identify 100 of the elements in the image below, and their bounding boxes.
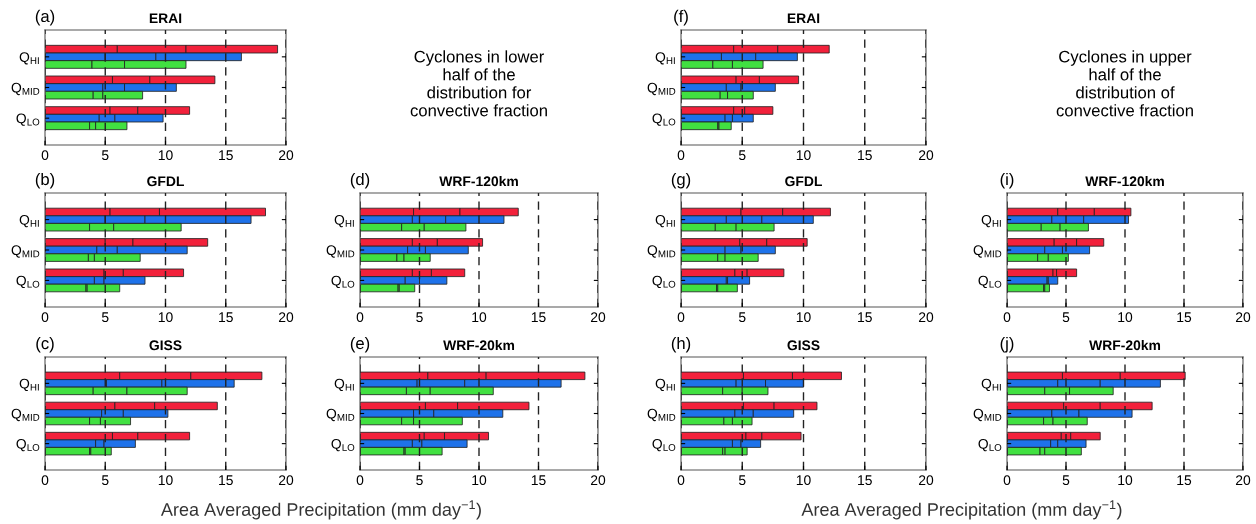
y-tick-label: Q$_{MID}$ <box>973 245 1002 258</box>
y-tick-label: Q$_{HI}$ <box>981 214 1001 228</box>
y-tick-label: Q$_{HI}$ <box>334 378 354 391</box>
x-tick-label: 15 <box>858 150 872 161</box>
x-tick-label: 20 <box>1235 475 1251 486</box>
x-tick-label: 20 <box>590 475 606 486</box>
x-tick-label: 15 <box>219 150 233 161</box>
x-tick-label: 5 <box>738 150 746 161</box>
x-tick-label: 5 <box>416 312 423 323</box>
x-tick-label: 15 <box>1177 312 1192 323</box>
x-tick-label: 10 <box>1118 475 1133 486</box>
x-tick-label: 0 <box>677 475 685 486</box>
y-tick-label: Q$_{LO}$ <box>978 275 1002 289</box>
chart-title: WRF-20km <box>443 339 515 351</box>
x-tick-label: 10 <box>796 475 811 486</box>
x-tick-label: 20 <box>918 475 934 486</box>
x-tick-label: 20 <box>278 475 294 486</box>
x-tick-label: 15 <box>531 312 546 323</box>
text: (d) <box>350 172 370 189</box>
x-tick-label: 5 <box>1062 475 1070 486</box>
text: (a) <box>35 9 55 26</box>
x-tick-label: 10 <box>158 475 173 486</box>
y-tick-label: Q$_{MID}$ <box>973 408 1002 422</box>
x-tick-label: 5 <box>101 312 109 323</box>
x-tick-label: 15 <box>1177 475 1192 486</box>
text: Cyclones in lower half of the distribution for convective fraction <box>410 50 547 117</box>
x-tick-label: 10 <box>796 312 811 323</box>
x-tick-label: 10 <box>472 475 487 486</box>
x-tick-label: 20 <box>278 312 294 323</box>
y-tick-label: Q$_{HI}$ <box>655 378 675 391</box>
y-tick-label: Q$_{LO}$ <box>16 275 40 289</box>
text: Cyclones in upper half of the distribution of convective fraction <box>1056 50 1193 117</box>
text: (e) <box>350 336 370 353</box>
y-tick-label: Q$_{LO}$ <box>16 113 40 126</box>
x-tick-label: 0 <box>356 475 364 486</box>
y-tick-label: Q$_{HI}$ <box>19 52 39 65</box>
x-tick-label: 0 <box>677 312 685 323</box>
y-tick-label: Q$_{HI}$ <box>19 378 39 391</box>
x-axis-title: Area Averaged Precipitation (mm day$^{−1}$) <box>160 500 481 520</box>
chart-title: WRF-120km <box>1085 175 1164 187</box>
y-tick-label: Q$_{HI}$ <box>981 378 1001 391</box>
x-tick-label: 5 <box>738 312 746 323</box>
x-tick-label: 0 <box>356 312 364 323</box>
text: (g) <box>671 172 691 189</box>
y-tick-label: Q$_{LO}$ <box>652 275 676 289</box>
chart-title: WRF-120km <box>439 175 518 187</box>
y-tick-label: Q$_{LO}$ <box>331 275 355 289</box>
x-tick-label: 10 <box>1118 312 1133 323</box>
x-tick-label: 10 <box>796 150 811 161</box>
y-tick-label: Q$_{HI}$ <box>334 214 354 228</box>
y-tick-label: Q$_{MID}$ <box>326 245 355 258</box>
chart-title: ERAI <box>787 13 820 24</box>
text: (h) <box>671 336 691 353</box>
x-tick-label: 0 <box>41 312 49 323</box>
x-axis-title: Area Averaged Precipitation (mm day$^{−1}$) <box>801 500 1122 520</box>
chart-title: GISS <box>787 340 820 351</box>
chart-title: GISS <box>149 340 182 351</box>
y-tick-label: Q$_{LO}$ <box>331 438 355 452</box>
x-tick-label: 10 <box>158 312 173 323</box>
y-tick-label: Q$_{HI}$ <box>655 214 675 228</box>
y-tick-label: Q$_{LO}$ <box>978 438 1002 452</box>
text: (c) <box>36 336 54 353</box>
text: (i) <box>1000 172 1014 189</box>
y-tick-label: Q$_{MID}$ <box>11 245 40 258</box>
chart-title: ERAI <box>149 13 182 24</box>
x-tick-label: 15 <box>219 312 233 323</box>
x-tick-label: 15 <box>219 475 233 486</box>
x-tick-label: 20 <box>590 312 606 323</box>
y-tick-label: Q$_{HI}$ <box>19 214 39 228</box>
text: (j) <box>1000 336 1014 353</box>
x-tick-label: 15 <box>858 312 872 323</box>
x-tick-label: 15 <box>858 475 872 486</box>
x-tick-label: 20 <box>918 150 934 161</box>
y-tick-label: Q$_{MID}$ <box>647 408 676 422</box>
x-tick-label: 0 <box>677 150 685 161</box>
x-tick-label: 0 <box>41 475 49 486</box>
y-tick-label: Q$_{HI}$ <box>655 52 675 65</box>
x-tick-label: 0 <box>41 150 49 161</box>
chart-title: WRF-20km <box>1089 339 1161 351</box>
x-tick-label: 10 <box>158 150 173 161</box>
x-tick-label: 15 <box>531 475 546 486</box>
y-tick-label: Q$_{MID}$ <box>11 408 40 422</box>
x-tick-label: 20 <box>278 150 294 161</box>
text: (f) <box>674 9 688 26</box>
y-tick-label: Q$_{MID}$ <box>11 82 40 96</box>
y-tick-label: Q$_{MID}$ <box>647 245 676 258</box>
x-tick-label: 5 <box>101 150 109 161</box>
chart-title: GFDL <box>147 176 184 187</box>
y-tick-label: Q$_{LO}$ <box>16 438 40 452</box>
x-tick-label: 0 <box>1003 475 1011 486</box>
x-tick-label: 20 <box>1235 312 1251 323</box>
x-tick-label: 10 <box>472 312 487 323</box>
x-tick-label: 5 <box>416 475 423 486</box>
y-tick-label: Q$_{MID}$ <box>647 82 676 96</box>
chart-title: GFDL <box>785 176 822 187</box>
y-tick-label: Q$_{LO}$ <box>652 438 676 452</box>
x-tick-label: 5 <box>738 475 746 486</box>
x-tick-label: 0 <box>1003 312 1011 323</box>
x-tick-label: 5 <box>101 475 109 486</box>
y-tick-label: Q$_{MID}$ <box>326 408 355 422</box>
